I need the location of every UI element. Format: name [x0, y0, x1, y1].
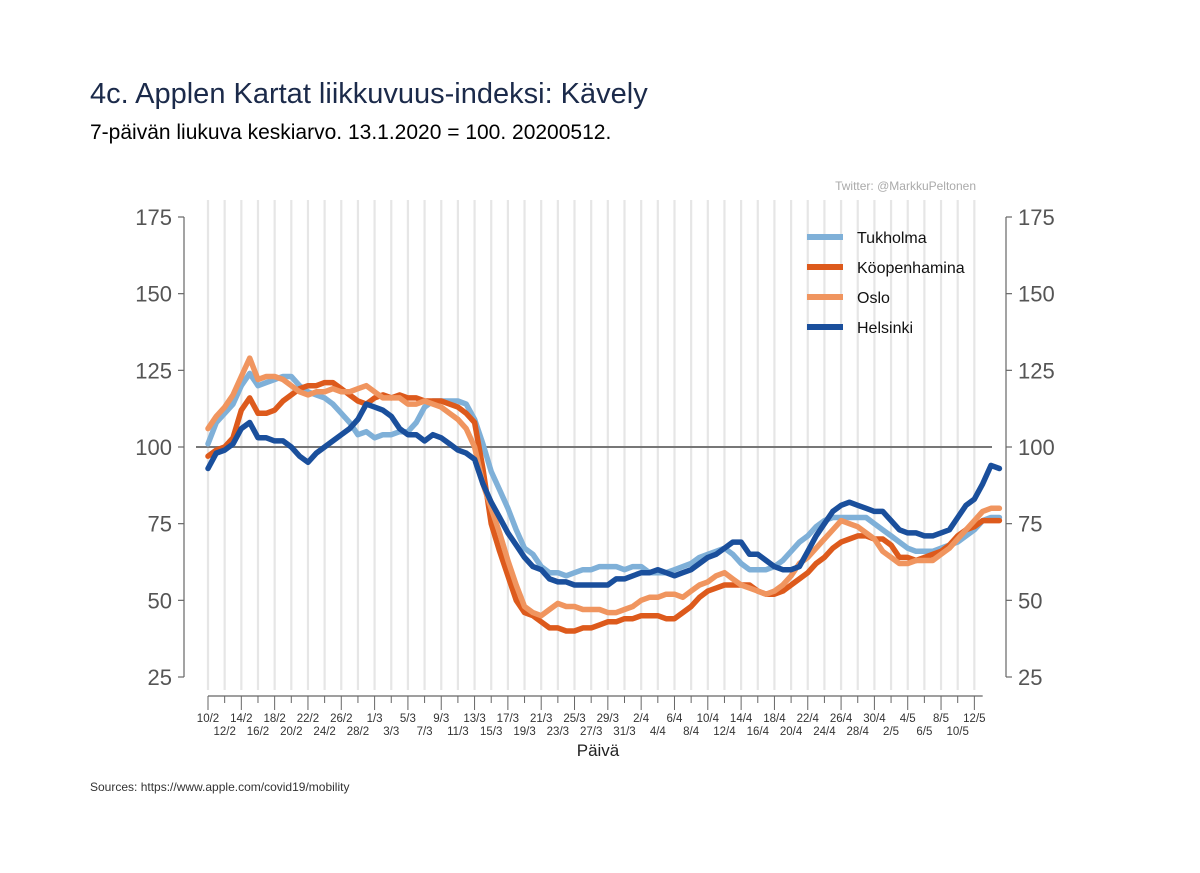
x-tick-label: 21/3: [530, 713, 552, 725]
x-tick-label: 20/2: [280, 726, 302, 738]
legend: Tukholma Köopenhamina Oslo Helsinki: [807, 230, 965, 337]
chart-title: 4c. Applen Kartat liikkuvuus-indeksi: Kä…: [90, 78, 648, 110]
x-tick-label: 17/3: [497, 713, 519, 725]
x-tick-label: 4/4: [650, 726, 667, 738]
x-tick-label: 16/4: [747, 726, 770, 738]
x-tick-label: 12/2: [213, 726, 235, 738]
y-tick-label-left: 150: [135, 282, 172, 307]
x-tick-label: 2/4: [633, 713, 650, 725]
x-tick-label: 19/3: [513, 726, 535, 738]
y-tick-label-left: 75: [148, 512, 172, 537]
legend-label-köopenhamina: Köopenhamina: [857, 260, 965, 277]
x-tick-label: 22/2: [297, 713, 319, 725]
x-tick-label: 15/3: [480, 726, 502, 738]
x-tick-label: 13/3: [463, 713, 485, 725]
x-tick-label: 26/4: [830, 713, 853, 725]
x-tick-label: 27/3: [580, 726, 602, 738]
x-tick-label: 12/5: [963, 713, 985, 725]
x-tick-label: 10/2: [197, 713, 219, 725]
y-tick-label-right: 75: [1018, 512, 1042, 537]
x-tick-label: 2/5: [883, 726, 899, 738]
x-tick-label: 29/3: [597, 713, 619, 725]
series-lines: [205, 355, 1003, 634]
x-tick-label: 3/3: [383, 726, 399, 738]
x-tick-label: 11/3: [447, 726, 469, 738]
x-tick-label: 30/4: [863, 713, 886, 725]
x-tick-label: 18/4: [763, 713, 786, 725]
x-tick-label: 18/2: [263, 713, 285, 725]
x-tick-label: 10/5: [947, 726, 969, 738]
x-tick-label: 14/4: [730, 713, 753, 725]
y-tick-label-left: 25: [148, 665, 172, 690]
y-tick-label-left: 50: [148, 588, 172, 613]
x-tick-label: 20/4: [780, 726, 803, 738]
x-tick-label: 4/5: [900, 713, 916, 725]
y-tick-label-right: 25: [1018, 665, 1042, 690]
y-tick-label-right: 100: [1018, 435, 1055, 460]
x-tick-label: 25/3: [563, 713, 585, 725]
chart-subtitle: 7-päivän liukuva keskiarvo. 13.1.2020 = …: [90, 121, 612, 144]
x-tick-label: 8/5: [933, 713, 949, 725]
y-tick-label-right: 150: [1018, 282, 1055, 307]
legend-label-tukholma: Tukholma: [857, 230, 927, 247]
x-tick-label: 16/2: [247, 726, 269, 738]
series-line-köopenhamina: [205, 379, 1003, 634]
x-tick-label: 26/2: [330, 713, 352, 725]
y-tick-label-left: 100: [135, 435, 172, 460]
series-line-helsinki: [205, 401, 1003, 588]
x-axis-label: Päivä: [577, 741, 620, 760]
x-tick-label: 1/3: [367, 713, 383, 725]
source-note: Sources: https://www.apple.com/covid19/m…: [90, 780, 350, 794]
x-tick-label: 5/3: [400, 713, 416, 725]
x-tick-label: 6/5: [916, 726, 932, 738]
x-tick-label: 28/4: [847, 726, 870, 738]
x-tick-label: 28/2: [347, 726, 369, 738]
x-tick-label: 24/4: [813, 726, 836, 738]
x-tick-label: 7/3: [417, 726, 433, 738]
x-tick-label: 23/3: [547, 726, 569, 738]
x-tick-label: 24/2: [313, 726, 335, 738]
legend-label-oslo: Oslo: [857, 290, 890, 307]
y-tick-label-left: 175: [135, 205, 172, 230]
x-tick-label: 14/2: [230, 713, 252, 725]
x-tick-label: 22/4: [797, 713, 820, 725]
x-tick-label: 8/4: [683, 726, 700, 738]
y-tick-label-right: 175: [1018, 205, 1055, 230]
y-tick-label-right: 50: [1018, 588, 1042, 613]
y-tick-label-right: 125: [1018, 358, 1055, 383]
axes: 25 25 50 50 75 75 100 100 125 125 150 150 175 175 10/2…: [135, 205, 1054, 738]
twitter-credit: Twitter: @MarkkuPeltonen: [835, 179, 976, 193]
x-tick-label: 9/3: [433, 713, 449, 725]
legend-label-helsinki: Helsinki: [857, 320, 913, 337]
y-tick-label-left: 125: [135, 358, 172, 383]
x-tick-label: 12/4: [713, 726, 736, 738]
x-tick-label: 31/3: [613, 726, 635, 738]
x-tick-label: 10/4: [697, 713, 720, 725]
series-line-tukholma: [205, 370, 1003, 579]
x-tick-label: 6/4: [666, 713, 683, 725]
series-line-oslo: [205, 355, 1003, 619]
